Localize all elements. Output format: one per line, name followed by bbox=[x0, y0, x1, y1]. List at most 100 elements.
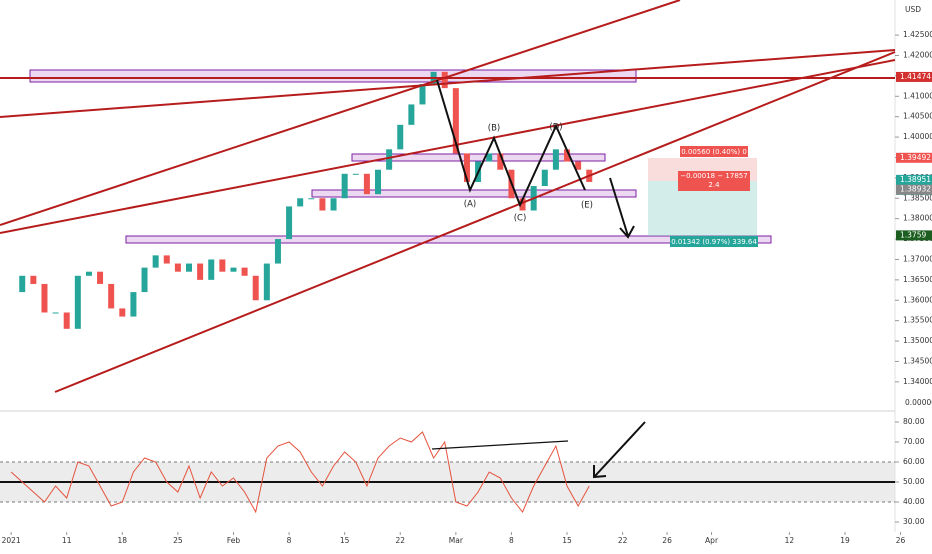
trend-line bbox=[54, 51, 896, 393]
y-tick-label: 1.38000 bbox=[903, 214, 932, 223]
mid-text: −0.00018 − 17857 bbox=[680, 172, 747, 180]
arrow bbox=[609, 177, 629, 237]
x-tick-label: 25 bbox=[173, 536, 183, 545]
candle bbox=[263, 263, 270, 301]
currency: USD bbox=[905, 5, 921, 14]
candle bbox=[141, 267, 148, 293]
x-tick-label: 19 bbox=[840, 536, 850, 545]
pattern-label: (A) bbox=[464, 200, 476, 210]
price-tag-label: 1.38932 bbox=[900, 185, 931, 194]
trend-line bbox=[0, 0, 681, 226]
candle bbox=[308, 198, 315, 200]
x-tick-label: 11 bbox=[62, 536, 72, 545]
candle bbox=[363, 173, 370, 195]
y-tick-label: 1.42000 bbox=[903, 50, 932, 59]
x-tick-label: 2021 bbox=[2, 536, 21, 545]
candle bbox=[130, 292, 137, 317]
candle bbox=[241, 267, 248, 276]
price-tag bbox=[896, 184, 932, 195]
candle bbox=[463, 153, 470, 182]
mid-badge bbox=[678, 171, 750, 191]
y-tick-label: 1.40500 bbox=[903, 112, 932, 121]
zone bbox=[125, 235, 772, 244]
candle bbox=[252, 275, 259, 301]
target-text: 0.01342 (0.97%) 339.64 bbox=[671, 238, 757, 246]
price-tag bbox=[896, 230, 932, 241]
candle bbox=[197, 263, 204, 280]
trend-lines bbox=[0, 0, 896, 393]
candle bbox=[386, 149, 393, 170]
candle bbox=[274, 239, 281, 264]
x-tick-label: 8 bbox=[509, 536, 514, 545]
candle bbox=[497, 153, 504, 170]
arrow bbox=[594, 421, 646, 477]
candle bbox=[575, 161, 582, 170]
zones bbox=[29, 69, 772, 244]
x-tick-label: 26 bbox=[662, 536, 672, 545]
candle bbox=[152, 255, 159, 268]
y-tick-label: 1.34500 bbox=[903, 356, 932, 365]
trend-line bbox=[0, 59, 896, 234]
candle bbox=[19, 275, 26, 293]
y-tick-label: 1.37000 bbox=[903, 254, 932, 263]
candle bbox=[30, 275, 37, 284]
x-tick-label: 22 bbox=[395, 536, 405, 545]
candle bbox=[486, 153, 493, 162]
x-tick-label: 15 bbox=[562, 536, 572, 545]
candle bbox=[230, 267, 237, 272]
candle bbox=[41, 283, 48, 313]
rsi-tick-label: 40.00 bbox=[903, 497, 925, 506]
candle bbox=[108, 283, 115, 309]
wave-path bbox=[436, 79, 586, 208]
candle bbox=[286, 206, 293, 240]
candle bbox=[330, 198, 337, 211]
candle bbox=[441, 71, 448, 89]
candle bbox=[119, 308, 126, 317]
target-badge bbox=[670, 236, 758, 247]
x-tick-label: 8 bbox=[287, 536, 292, 545]
price-tag-label: 1.3759 bbox=[900, 230, 926, 239]
candle bbox=[375, 169, 382, 195]
y-tick-label: 1.35000 bbox=[903, 336, 932, 345]
x-tick-label: Apr bbox=[705, 536, 719, 545]
pattern-label: (C) bbox=[514, 214, 527, 224]
x-tick-label: 26 bbox=[896, 536, 906, 545]
divergence-line bbox=[431, 440, 569, 450]
ratio-text: 2.4 bbox=[708, 181, 720, 189]
candle bbox=[85, 271, 92, 276]
candle bbox=[541, 169, 548, 187]
price-tag-label: 1.41474 bbox=[900, 72, 931, 81]
rsi-scale-label: 0.00000 bbox=[905, 398, 932, 407]
arrow-head bbox=[593, 465, 607, 479]
x-tick-label: 12 bbox=[785, 536, 795, 545]
rsi-tick-label: 50.00 bbox=[903, 477, 925, 486]
arrow-head bbox=[619, 225, 635, 239]
candle bbox=[419, 84, 426, 105]
rsi-tick-label: 30.00 bbox=[903, 517, 925, 526]
trend-line bbox=[0, 49, 896, 118]
candle bbox=[74, 275, 81, 329]
candle bbox=[297, 198, 304, 207]
candle bbox=[452, 88, 459, 154]
candle bbox=[63, 312, 70, 329]
pattern-label: (B) bbox=[488, 124, 500, 134]
candle bbox=[186, 263, 193, 272]
candle bbox=[319, 198, 326, 211]
y-tick-label: 1.40000 bbox=[903, 132, 932, 141]
candle bbox=[52, 312, 59, 314]
rsi-tick-label: 70.00 bbox=[903, 437, 925, 446]
price-tag bbox=[896, 71, 932, 82]
y-tick-label: 1.38500 bbox=[903, 193, 932, 202]
candle bbox=[97, 271, 104, 284]
x-tick-label: 18 bbox=[118, 536, 128, 545]
y-tick-label: 1.35500 bbox=[903, 316, 932, 325]
candle bbox=[397, 124, 404, 150]
x-tick-label: Feb bbox=[227, 536, 241, 545]
candle bbox=[408, 104, 415, 125]
rsi-tick-label: 80.00 bbox=[903, 417, 925, 426]
candle bbox=[552, 149, 559, 170]
x-tick-label: 15 bbox=[340, 536, 350, 545]
price-tag-label: 1.38951 bbox=[900, 175, 931, 184]
pattern-label: (E) bbox=[581, 201, 593, 211]
